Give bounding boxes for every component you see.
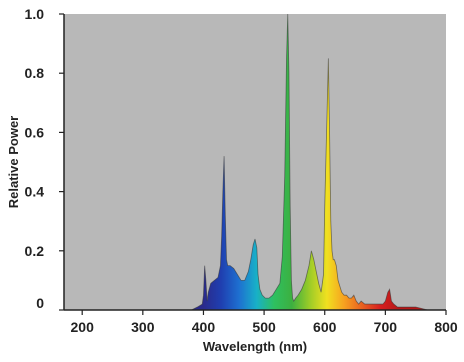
y-tick-label: 0.4 (25, 184, 45, 200)
x-tick-label: 700 (374, 319, 398, 335)
spectrum-area (191, 14, 434, 310)
y-tick-label: 0.2 (25, 243, 45, 259)
spectrum-area-group (191, 13, 434, 311)
y-tick-label: 1.0 (25, 6, 45, 22)
x-tick-label: 200 (71, 319, 95, 335)
x-tick-label: 300 (131, 319, 155, 335)
y-axis-label: Relative Power (6, 116, 21, 209)
y-tick-label: 0 (36, 295, 44, 311)
spectrum-outline (191, 13, 434, 311)
x-axis-label: Wavelength (nm) (203, 339, 307, 354)
y-tick-label: 0.8 (25, 65, 45, 81)
x-tick-label: 400 (192, 319, 216, 335)
x-tick-label: 800 (434, 319, 458, 335)
x-tick-label: 500 (252, 319, 276, 335)
y-tick-label: 0.6 (25, 124, 45, 140)
x-tick-label: 600 (313, 319, 337, 335)
axes-group: 0 0.2 0.4 0.6 0.8 1.0 200 300 400 500 600 700 800 (25, 6, 458, 335)
